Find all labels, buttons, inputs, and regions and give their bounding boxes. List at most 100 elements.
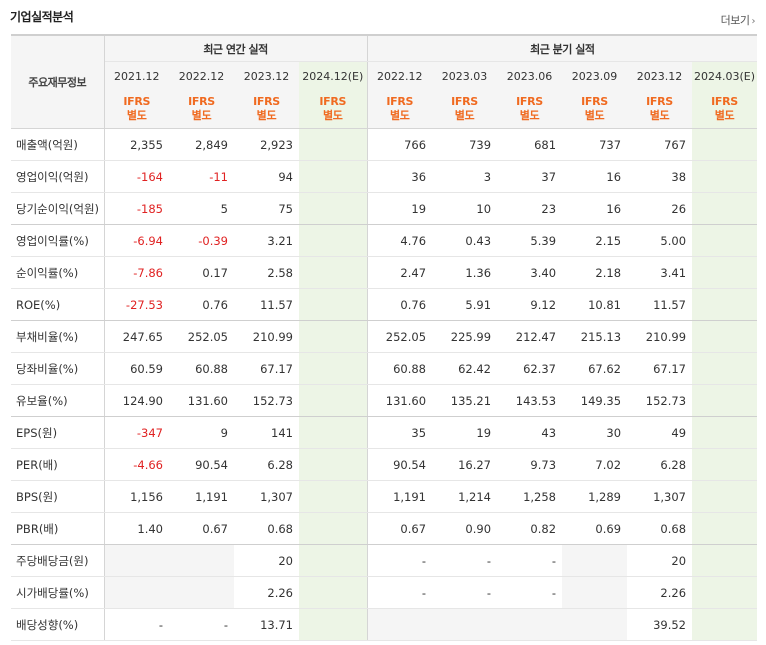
- value-cell: 143.53: [497, 384, 563, 417]
- value-cell: 2.47: [367, 256, 433, 289]
- value-cell: 60.59: [104, 352, 169, 385]
- value-cell: 1,307: [234, 480, 299, 513]
- row-label: 주당배당금(원): [11, 544, 105, 577]
- value-cell: 37: [497, 160, 563, 193]
- table-row: 유보율(%) 124.90 131.60 152.73 131.60 135.21 143.…: [11, 384, 758, 417]
- value-cell: -164: [104, 160, 169, 193]
- value-cell: [299, 512, 368, 545]
- ifrs-basis-header: IFRS 별도: [234, 90, 299, 129]
- more-link[interactable]: 더보기 ›: [721, 12, 756, 28]
- ifrs-label: IFRS: [711, 95, 738, 108]
- value-cell: -: [367, 544, 433, 577]
- row-label: PER(배): [11, 448, 105, 481]
- value-cell: [497, 608, 563, 641]
- value-cell: 11.57: [627, 288, 693, 321]
- value-cell: 0.68: [234, 512, 299, 545]
- value-cell: 62.37: [497, 352, 563, 385]
- row-label: EPS(원): [11, 416, 105, 449]
- ifrs-label: IFRS: [319, 95, 347, 108]
- value-cell: 1,307: [627, 480, 693, 513]
- period-header: 2022.12: [367, 61, 433, 90]
- value-cell: 49: [627, 416, 693, 449]
- value-cell: [692, 576, 758, 609]
- basis-label: 별도: [714, 109, 735, 122]
- basis-label: 별도: [519, 109, 540, 122]
- value-cell: 5.39: [497, 224, 563, 257]
- value-cell: 62.42: [432, 352, 498, 385]
- ifrs-label: IFRS: [386, 95, 414, 108]
- row-label: 영업이익률(%): [11, 224, 105, 257]
- value-cell: [692, 288, 758, 321]
- value-cell: 210.99: [234, 320, 299, 353]
- value-cell: 252.05: [367, 320, 433, 353]
- annual-group-header: 최근 연간 실적: [104, 35, 368, 62]
- row-label: BPS(원): [11, 480, 105, 513]
- period-header: 2023.12: [627, 61, 693, 90]
- value-cell: 60.88: [367, 352, 433, 385]
- table-row: 영업이익률(%) -6.94 -0.39 3.21 4.76 0.43 5.39 2.15 5.…: [11, 224, 758, 257]
- value-cell: [692, 544, 758, 577]
- value-cell: [299, 576, 368, 609]
- table-row: PER(배) -4.66 90.54 6.28 90.54 16.27 9.73 7.02 6.…: [11, 448, 758, 481]
- value-cell: 13.71: [234, 608, 299, 641]
- row-header-label: 주요재무정보: [11, 35, 105, 129]
- value-cell: [692, 160, 758, 193]
- value-cell: 30: [562, 416, 628, 449]
- ifrs-basis-header: IFRS 별도: [169, 90, 234, 129]
- value-cell: [692, 384, 758, 417]
- value-cell: 1,156: [104, 480, 169, 513]
- value-cell: [692, 256, 758, 289]
- value-cell: 1,289: [562, 480, 628, 513]
- value-cell: -0.39: [169, 224, 234, 257]
- period-header: 2023.09: [562, 61, 628, 90]
- ifrs-basis-header: IFRS 별도: [627, 90, 693, 129]
- value-cell: [367, 608, 433, 641]
- value-cell: -: [169, 608, 234, 641]
- value-cell: 5.91: [432, 288, 498, 321]
- basis-label: 별도: [191, 109, 212, 122]
- value-cell: [562, 544, 628, 577]
- value-cell: 0.67: [367, 512, 433, 545]
- value-cell: [692, 224, 758, 257]
- basis-label: 별도: [322, 109, 343, 122]
- value-cell: 4.76: [367, 224, 433, 257]
- value-cell: 75: [234, 192, 299, 225]
- value-cell: 1,191: [367, 480, 433, 513]
- value-cell: 36: [367, 160, 433, 193]
- value-cell: -6.94: [104, 224, 169, 257]
- value-cell: [299, 352, 368, 385]
- period-header: 2022.12: [169, 61, 234, 90]
- value-cell: 3: [432, 160, 498, 193]
- value-cell: -: [497, 544, 563, 577]
- chevron-right-icon: ›: [751, 16, 756, 27]
- value-cell: 739: [432, 128, 498, 161]
- value-cell: 10: [432, 192, 498, 225]
- basis-label: 별도: [389, 109, 410, 122]
- value-cell: 141: [234, 416, 299, 449]
- value-cell: 152.73: [627, 384, 693, 417]
- basis-label: 별도: [584, 109, 605, 122]
- value-cell: 737: [562, 128, 628, 161]
- value-cell: 2,849: [169, 128, 234, 161]
- row-label: 순이익률(%): [11, 256, 105, 289]
- ifrs-label: IFRS: [253, 95, 280, 108]
- value-cell: 35: [367, 416, 433, 449]
- value-cell: [692, 192, 758, 225]
- ifrs-label: IFRS: [646, 95, 673, 108]
- value-cell: [299, 224, 368, 257]
- row-label: 배당성향(%): [11, 608, 105, 641]
- ifrs-basis-header: IFRS 별도: [367, 90, 433, 129]
- ifrs-label: IFRS: [516, 95, 543, 108]
- value-cell: 39.52: [627, 608, 693, 641]
- ifrs-basis-header: IFRS 별도: [432, 90, 498, 129]
- value-cell: 152.73: [234, 384, 299, 417]
- value-cell: 23: [497, 192, 563, 225]
- value-cell: [432, 608, 498, 641]
- value-cell: 90.54: [367, 448, 433, 481]
- table-row: 부채비율(%) 247.65 252.05 210.99 252.05 225.99 212…: [11, 320, 758, 353]
- value-cell: -: [432, 576, 498, 609]
- value-cell: [299, 544, 368, 577]
- value-cell: [299, 608, 368, 641]
- value-cell: 3.41: [627, 256, 693, 289]
- value-cell: 1,214: [432, 480, 498, 513]
